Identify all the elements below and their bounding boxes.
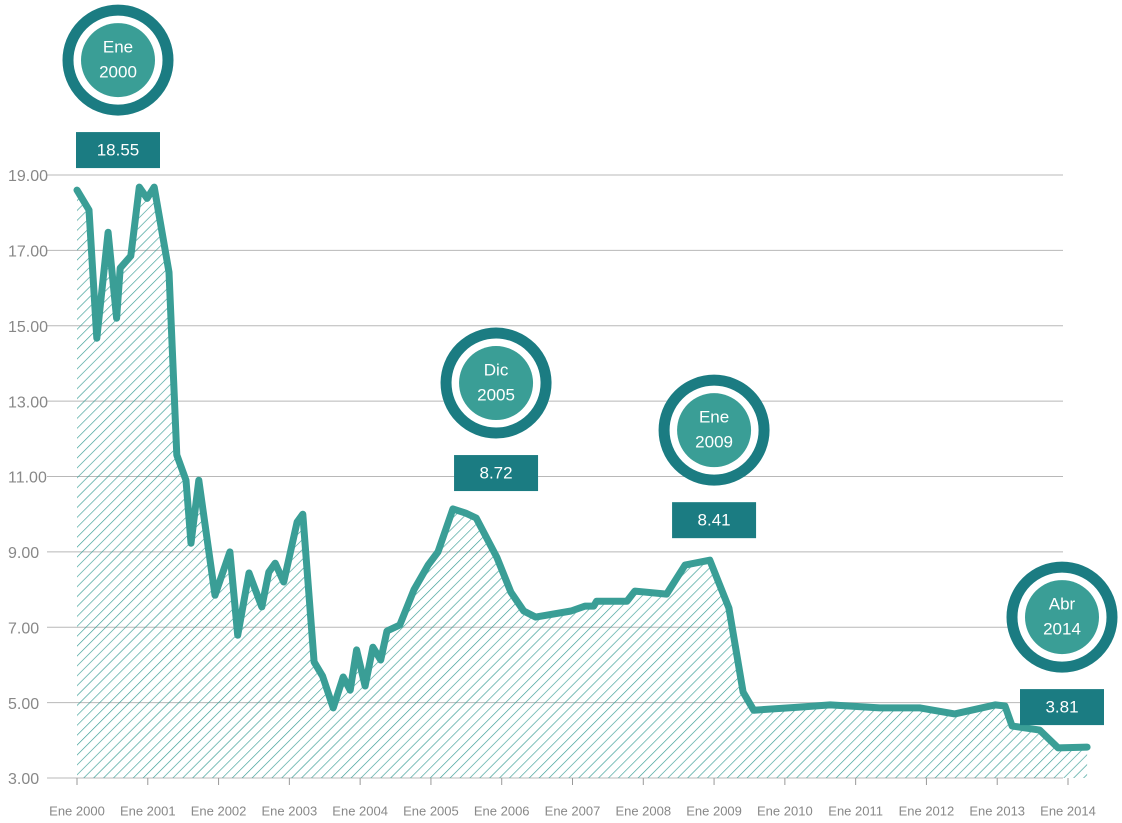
annotation-box bbox=[454, 455, 539, 492]
x-tick-label: Ene 2002 bbox=[191, 803, 247, 818]
annotation-disc bbox=[459, 346, 534, 421]
annotation-disc bbox=[81, 23, 155, 98]
x-tick-label: Ene 2008 bbox=[615, 803, 671, 818]
annotation-month: Abr bbox=[1049, 595, 1076, 614]
annotation-box bbox=[672, 502, 757, 539]
x-tick-label: Ene 2007 bbox=[545, 803, 601, 818]
annotation-disc bbox=[1025, 580, 1099, 655]
annotation-year: 2009 bbox=[695, 433, 733, 452]
y-tick-label: 19.00 bbox=[8, 168, 48, 185]
y-tick-label: 13.00 bbox=[8, 394, 48, 411]
annotation-value: 8.41 bbox=[698, 511, 731, 530]
annotation-year: 2000 bbox=[99, 63, 137, 82]
annotation-disc bbox=[677, 393, 752, 468]
y-tick-label: 11.00 bbox=[8, 470, 47, 487]
y-tick-label: 7.00 bbox=[8, 620, 39, 637]
annotation-value: 3.81 bbox=[1045, 698, 1078, 717]
x-tick-label: Ene 2006 bbox=[474, 803, 530, 818]
x-tick-label: Ene 2013 bbox=[969, 803, 1025, 818]
annotation-box bbox=[1020, 689, 1104, 726]
x-tick-label: Ene 2004 bbox=[332, 803, 388, 818]
annotation-month: Dic bbox=[484, 361, 509, 380]
y-tick-label: 9.00 bbox=[8, 545, 39, 562]
annotation-month: Ene bbox=[103, 38, 133, 57]
annotation-box bbox=[76, 132, 160, 169]
x-tick-label: Ene 2011 bbox=[828, 803, 883, 818]
y-tick-label: 3.00 bbox=[8, 771, 39, 788]
area bbox=[77, 187, 1088, 779]
x-tick-label: Ene 2012 bbox=[899, 803, 955, 818]
y-tick-label: 5.00 bbox=[8, 696, 39, 713]
y-tick-label: 17.00 bbox=[8, 244, 48, 261]
y-tick-label: 15.00 bbox=[8, 319, 48, 336]
x-tick-label: Ene 2010 bbox=[757, 803, 813, 818]
x-tick-label: Ene 2014 bbox=[1040, 803, 1096, 818]
x-tick-label: Ene 2000 bbox=[49, 803, 105, 818]
annotation: Abr 2014 3.81 bbox=[1006, 561, 1118, 726]
annotation: Ene 2000 18.55 bbox=[62, 4, 174, 169]
line bbox=[73, 183, 1091, 752]
annotation: Ene 2009 8.41 bbox=[658, 374, 770, 539]
annotation-value: 8.72 bbox=[480, 464, 513, 483]
x-tick-label: Ene 2009 bbox=[686, 803, 742, 818]
annotation-year: 2005 bbox=[477, 386, 515, 405]
annotation-value: 18.55 bbox=[97, 141, 140, 160]
x-tick-label: Ene 2003 bbox=[262, 803, 318, 818]
annotation-year: 2014 bbox=[1043, 620, 1081, 639]
x-tick-label: Ene 2005 bbox=[403, 803, 459, 818]
x-tick-label: Ene 2001 bbox=[120, 803, 176, 818]
annotation-month: Ene bbox=[699, 408, 729, 427]
annotation: Dic 2005 8.72 bbox=[440, 327, 552, 492]
